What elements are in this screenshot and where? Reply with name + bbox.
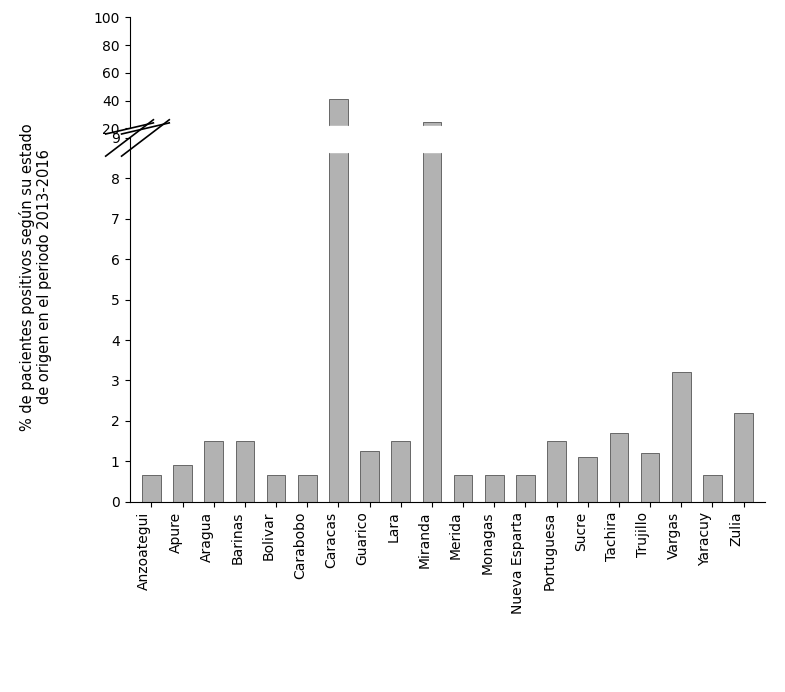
Bar [609,433,628,502]
Bar [236,441,254,502]
Bar [173,465,192,502]
Bar [422,127,441,129]
Bar [422,0,441,502]
Bar [703,475,721,502]
Bar [579,155,597,156]
Bar [422,130,441,152]
Text: % de pacientes positivos según su estado
de origen en el periodo 2013-2016: % de pacientes positivos según su estado… [19,123,52,430]
Bar [298,155,316,156]
Bar [641,453,659,502]
Bar [422,122,441,156]
Bar [734,413,753,502]
Bar [579,457,597,502]
Bar [609,154,628,156]
Bar [641,154,659,156]
Bar [360,154,379,156]
Bar [267,475,286,502]
Bar [734,153,753,156]
Bar [392,154,410,156]
Bar [516,155,535,156]
Bar [236,154,254,156]
Bar [329,0,348,502]
Bar [142,155,161,156]
Bar [298,475,316,502]
Bar [267,155,286,156]
Bar [142,475,161,502]
Bar [485,155,503,156]
Bar [204,154,223,156]
Bar [516,475,535,502]
Bar [329,127,348,129]
Bar [329,99,348,156]
Bar [547,441,566,502]
Bar [485,475,503,502]
Bar [173,155,192,156]
Bar [454,155,473,156]
Bar [329,130,348,152]
Bar [392,441,410,502]
Bar [672,152,691,156]
Bar [454,475,473,502]
Bar [547,154,566,156]
Bar [703,155,721,156]
Bar [204,441,223,502]
Bar [360,451,379,502]
Bar [672,372,691,502]
